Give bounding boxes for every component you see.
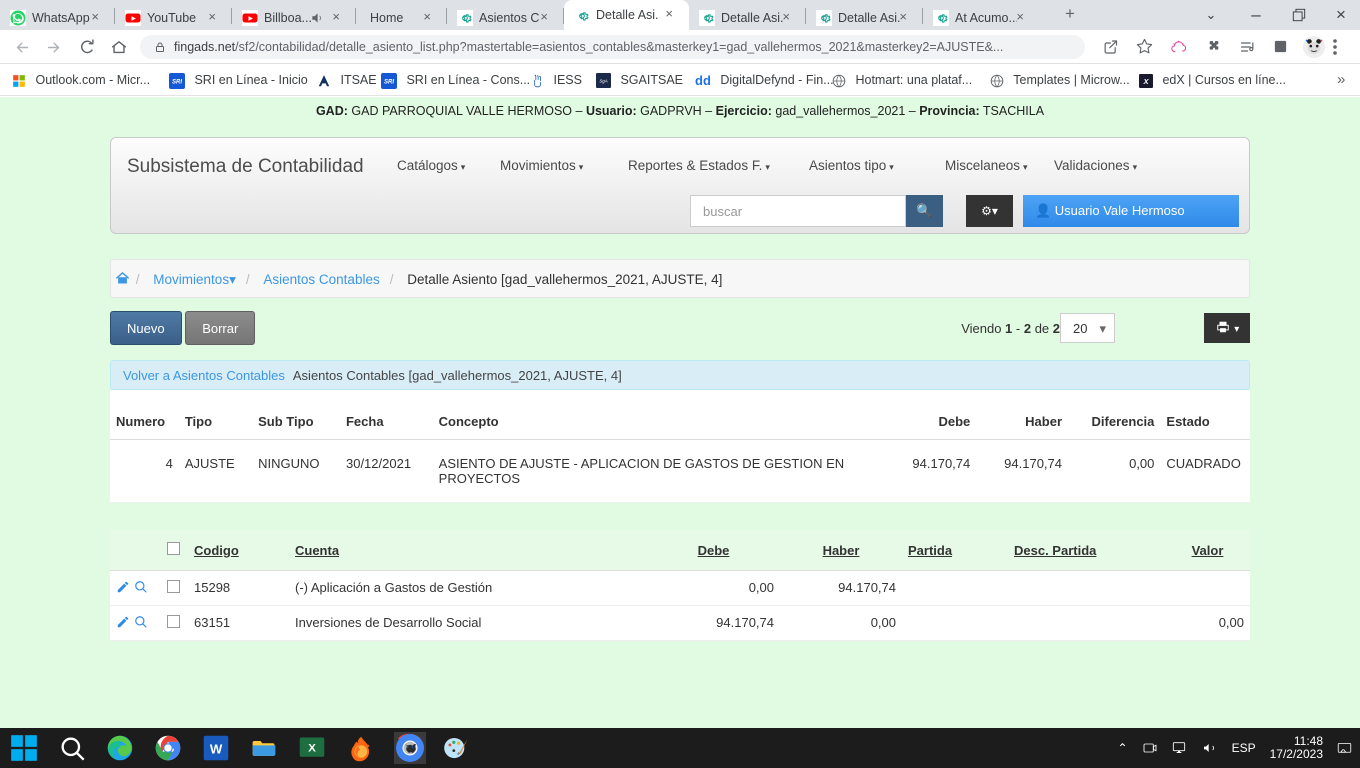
svg-text:X: X	[1142, 77, 1149, 86]
svg-text:X: X	[308, 743, 316, 755]
svg-text:SRI: SRI	[172, 79, 182, 85]
svg-text:SRI: SRI	[384, 79, 394, 85]
svg-text:SgA: SgA	[599, 79, 607, 84]
svg-text:W: W	[210, 741, 223, 756]
